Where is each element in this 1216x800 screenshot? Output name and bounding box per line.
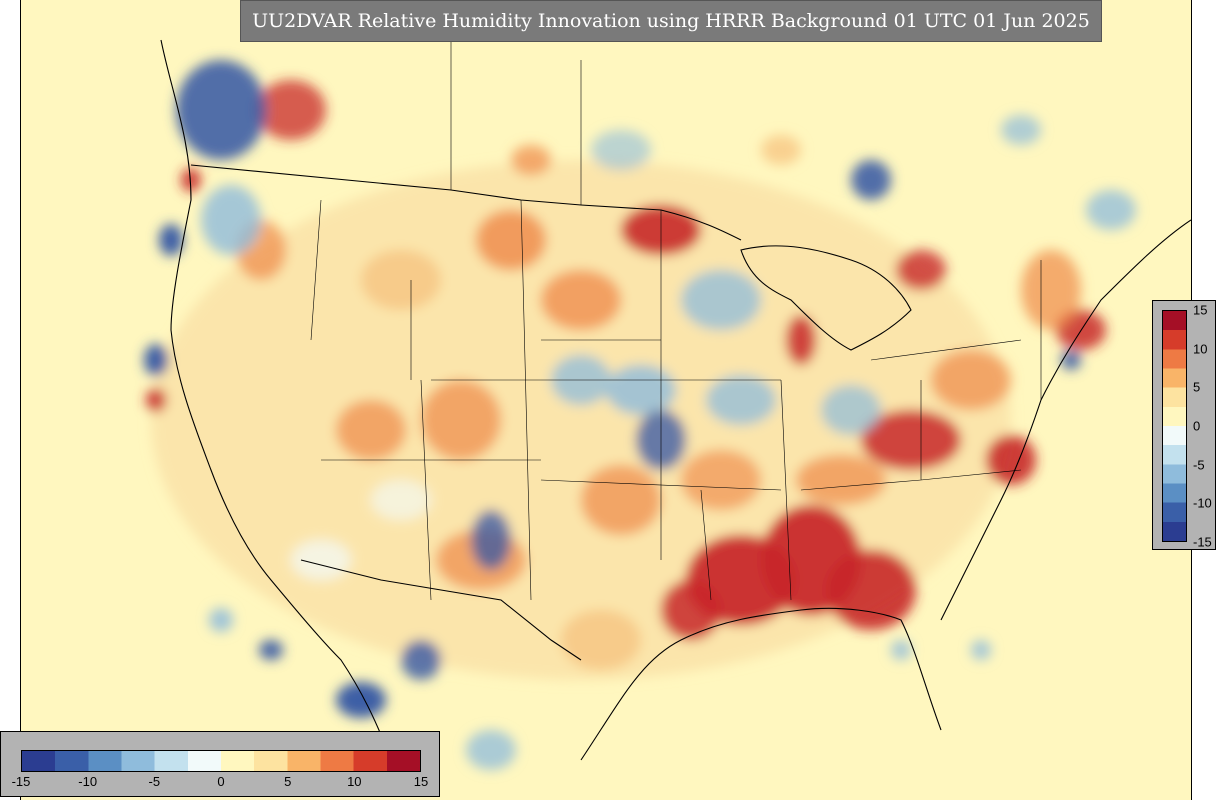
innovation-field-patch (361, 250, 441, 310)
innovation-field-patch (681, 450, 761, 510)
us-canada-border (190, 164, 742, 241)
innovation-field-patch (931, 350, 1011, 410)
innovation-field-patch (209, 608, 233, 632)
innovation-field-patch (176, 60, 266, 160)
innovation-field-patch (861, 410, 961, 470)
innovation-field-patch (591, 130, 651, 170)
innovation-field-patch (1086, 190, 1136, 230)
vertical-colorbar-gradient (1162, 310, 1187, 542)
innovation-field-patch (896, 250, 946, 290)
innovation-field-patch (471, 510, 511, 570)
innovation-field-patch (421, 380, 501, 460)
innovation-field-patch (821, 385, 881, 435)
innovation-field-patch (159, 224, 183, 256)
humidity-innovation-map (144, 39, 1191, 770)
horizontal-colorbar: -15 -10 -5 0 5 10 15 (0, 731, 440, 797)
innovation-field-patch (1001, 115, 1041, 145)
horizontal-colorbar-tick: 15 (413, 774, 429, 789)
pacific-coastline (160, 39, 392, 761)
innovation-field-patch (971, 640, 991, 660)
us-mexico-border (300, 559, 582, 661)
innovation-field-patch (146, 388, 166, 412)
innovation-field-patch (851, 160, 891, 200)
innovation-field-patch (259, 640, 283, 660)
innovation-field-patch (291, 540, 351, 580)
map-title: UU2DVAR Relative Humidity Innovation usi… (240, 0, 1102, 42)
state-borders (310, 40, 1042, 601)
horizontal-colorbar-tick: 0 (217, 774, 225, 789)
vertical-colorbar-tick: 10 (1193, 341, 1208, 357)
great-lakes-outline (740, 245, 912, 351)
map-panel (20, 0, 1192, 800)
innovation-field-patch (144, 344, 168, 376)
horizontal-colorbar-tick: 5 (284, 774, 292, 789)
innovation-field-patch (581, 465, 661, 535)
horizontal-colorbar-tick: 10 (347, 774, 362, 789)
vertical-colorbar: 15 10 5 0 -5 -10 -15 (1152, 300, 1216, 550)
horizontal-colorbar-gradient (21, 750, 421, 772)
vertical-colorbar-tick: 5 (1193, 379, 1201, 395)
gulf-coastline (580, 607, 942, 761)
horizontal-colorbar-tick: -5 (148, 774, 161, 789)
innovation-field-patch (181, 168, 201, 192)
horizontal-colorbar-tick: -15 (11, 774, 31, 789)
vertical-colorbar-tick: 0 (1193, 418, 1201, 434)
innovation-field-patch (256, 80, 326, 140)
innovation-field-patch (891, 640, 911, 660)
vertical-colorbar-tick: -5 (1193, 457, 1205, 473)
innovation-field-patch (796, 455, 886, 505)
vertical-colorbar-tick: 15 (1193, 302, 1208, 318)
innovation-field-patch (336, 682, 386, 718)
innovation-field-patch (476, 210, 546, 270)
innovation-field-patch (201, 185, 261, 255)
vertical-colorbar-tick: -10 (1193, 495, 1212, 511)
vertical-colorbar-tick: -15 (1193, 534, 1212, 550)
innovation-field-patch (786, 315, 816, 365)
innovation-field-patch (336, 400, 406, 460)
innovation-field-patch (706, 375, 776, 425)
innovation-field-patch (466, 730, 516, 770)
innovation-field-patch (826, 550, 916, 630)
innovation-field-patch (401, 640, 441, 680)
horizontal-colorbar-tick: -10 (78, 774, 98, 789)
innovation-field-patch (511, 145, 551, 175)
innovation-field-patch (1061, 350, 1081, 370)
innovation-field-patch (681, 270, 761, 330)
innovation-field-patch (371, 480, 431, 520)
innovation-field-patch (606, 365, 676, 415)
innovation-field-patch (541, 270, 621, 330)
atlantic-coastline (940, 219, 1191, 621)
innovation-field-patch (661, 580, 721, 640)
innovation-field-patch (761, 135, 801, 165)
innovation-field-patch (1021, 250, 1081, 330)
innovation-field-patch (561, 610, 641, 670)
